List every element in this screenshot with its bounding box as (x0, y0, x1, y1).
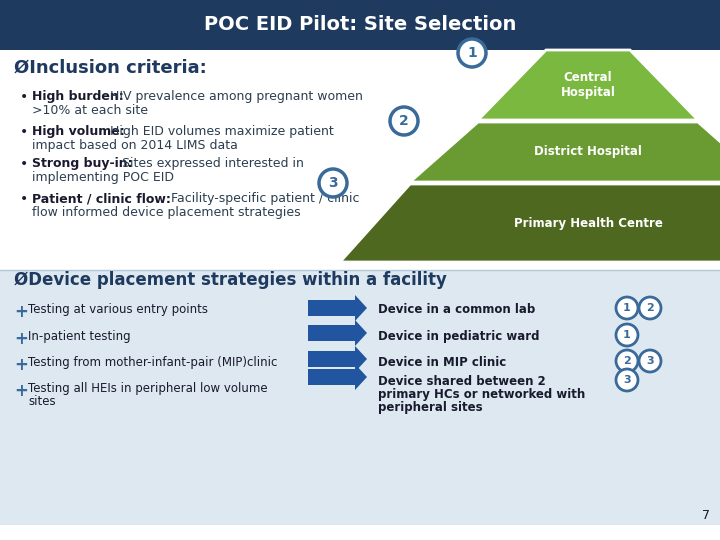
Circle shape (458, 39, 486, 67)
Text: 1: 1 (467, 46, 477, 60)
Text: +: + (14, 356, 28, 374)
Text: Testing at various entry points: Testing at various entry points (28, 303, 208, 316)
Circle shape (616, 297, 638, 319)
Circle shape (616, 324, 638, 346)
Text: Testing all HEIs in peripheral low volume: Testing all HEIs in peripheral low volum… (28, 382, 268, 395)
Text: primary HCs or networked with: primary HCs or networked with (378, 388, 585, 401)
Text: Strong buy-in:: Strong buy-in: (32, 157, 132, 170)
Text: ØDevice placement strategies within a facility: ØDevice placement strategies within a fa… (14, 271, 447, 289)
Text: Facility-specific patient / clinic: Facility-specific patient / clinic (167, 192, 360, 205)
Text: •: • (20, 90, 28, 104)
Text: +: + (14, 330, 28, 348)
Text: +: + (14, 382, 28, 400)
Text: 2: 2 (399, 114, 409, 128)
Polygon shape (308, 295, 367, 321)
Polygon shape (308, 346, 367, 372)
Text: 1: 1 (623, 303, 631, 313)
Text: Testing from mother-infant-pair (MIP)clinic: Testing from mother-infant-pair (MIP)cli… (28, 356, 277, 369)
Text: 3: 3 (328, 176, 338, 190)
Text: •: • (20, 125, 28, 139)
Text: •: • (20, 157, 28, 171)
Text: HIV prevalence among pregnant women: HIV prevalence among pregnant women (107, 90, 363, 103)
Text: District Hospital: District Hospital (534, 145, 642, 159)
Text: +: + (14, 303, 28, 321)
Circle shape (390, 107, 418, 135)
Text: flow informed device placement strategies: flow informed device placement strategie… (32, 206, 301, 219)
Circle shape (616, 369, 638, 391)
Circle shape (639, 297, 661, 319)
Text: Primary Health Centre: Primary Health Centre (513, 217, 662, 230)
Circle shape (319, 169, 347, 197)
Text: POC EID Pilot: Site Selection: POC EID Pilot: Site Selection (204, 16, 516, 35)
Text: 7: 7 (702, 509, 710, 522)
Text: Device in MIP clinic: Device in MIP clinic (378, 356, 506, 369)
Text: ØInclusion criteria:: ØInclusion criteria: (14, 59, 207, 77)
Text: 3: 3 (624, 375, 631, 385)
Polygon shape (410, 122, 720, 182)
Bar (0, 0, 720, 50)
Circle shape (616, 350, 638, 372)
Text: Device shared between 2: Device shared between 2 (378, 375, 546, 388)
Text: Device in pediatric ward: Device in pediatric ward (378, 330, 539, 343)
Polygon shape (308, 320, 367, 346)
Text: High burden:: High burden: (32, 90, 124, 103)
Text: In-patient testing: In-patient testing (28, 330, 130, 343)
Circle shape (639, 350, 661, 372)
Polygon shape (308, 364, 367, 390)
Polygon shape (478, 50, 698, 120)
Text: Sites expressed interested in: Sites expressed interested in (118, 157, 305, 170)
Text: Patient / clinic flow:: Patient / clinic flow: (32, 192, 171, 205)
Text: 3: 3 (646, 356, 654, 366)
Text: Device in a common lab: Device in a common lab (378, 303, 535, 316)
Text: 2: 2 (646, 303, 654, 313)
Text: High volume:: High volume: (32, 125, 125, 138)
Text: impact based on 2014 LIMS data: impact based on 2014 LIMS data (32, 139, 238, 152)
Polygon shape (340, 184, 720, 262)
Text: sites: sites (28, 395, 55, 408)
Text: implementing POC EID: implementing POC EID (32, 171, 174, 184)
Text: peripheral sites: peripheral sites (378, 401, 482, 414)
Text: 1: 1 (623, 330, 631, 340)
Text: High EID volumes maximize patient: High EID volumes maximize patient (107, 125, 334, 138)
Text: 2: 2 (623, 356, 631, 366)
Text: >10% at each site: >10% at each site (32, 104, 148, 117)
Bar (0, 50, 720, 270)
Bar (0, 270, 720, 525)
Text: Central
Hospital: Central Hospital (561, 71, 616, 99)
Text: •: • (20, 192, 28, 206)
